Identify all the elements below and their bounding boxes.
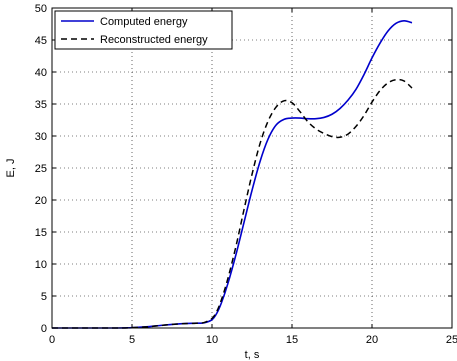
grid xyxy=(52,8,452,328)
legend-box xyxy=(54,10,233,50)
y-axis-label: E, J xyxy=(5,159,17,178)
y-tick-label: 45 xyxy=(35,35,47,47)
tick-labels: 0 5 10 15 20 25 0 5 10 15 20 25 30 35 40 45 50 xyxy=(35,3,457,346)
y-tick-label: 0 xyxy=(41,323,47,335)
series-group xyxy=(52,20,413,329)
legend-label-reconstructed: Reconstructed energy xyxy=(100,34,208,46)
y-tick-label: 10 xyxy=(35,259,47,271)
y-tick-label: 50 xyxy=(35,3,47,15)
x-axis-label: t, s xyxy=(245,349,260,361)
y-tick-label: 20 xyxy=(35,195,47,207)
y-tick-label: 25 xyxy=(35,163,47,175)
x-tick-label: 10 xyxy=(206,334,218,346)
y-tick-label: 40 xyxy=(35,67,47,79)
series-line-reconstructed xyxy=(52,78,413,329)
x-tick-label: 5 xyxy=(129,334,135,346)
y-tick-label: 15 xyxy=(35,227,47,239)
x-tick-label: 20 xyxy=(366,334,378,346)
y-tick-label: 35 xyxy=(35,99,47,111)
x-tick-label: 0 xyxy=(49,334,55,346)
series-line-computed xyxy=(52,20,413,329)
y-tick-label: 30 xyxy=(35,131,47,143)
legend-label-computed: Computed energy xyxy=(100,16,188,28)
legend: Computed energy Reconstructed energy xyxy=(54,10,233,50)
y-tick-label: 5 xyxy=(41,291,47,303)
x-tick-label: 15 xyxy=(286,334,298,346)
x-tick-label: 25 xyxy=(446,334,457,346)
